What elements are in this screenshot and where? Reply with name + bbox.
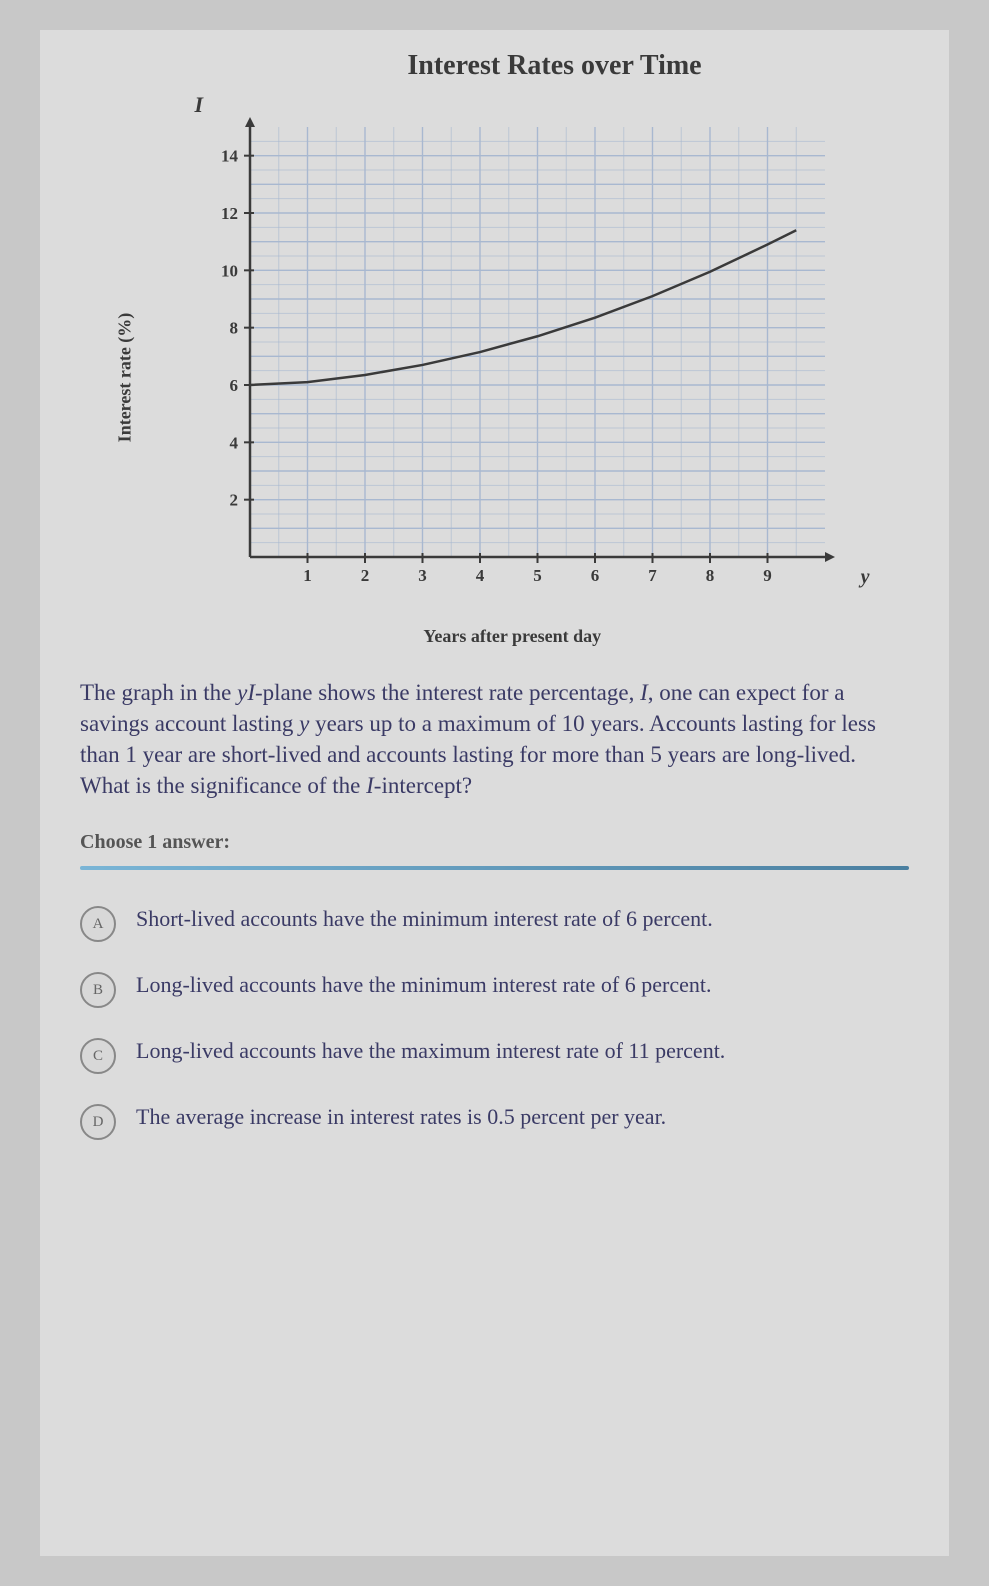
svg-text:2: 2 [229, 491, 238, 510]
answer-list: A Short-lived accounts have the minimum i… [70, 890, 919, 1154]
divider [80, 866, 909, 870]
answer-letter-icon: A [80, 906, 116, 942]
answer-choice[interactable]: D The average increase in interest rates … [70, 1088, 919, 1154]
chart-container: I Interest rate (%) y 123456789246810121… [135, 97, 855, 637]
answer-choice[interactable]: C Long-lived accounts have the maximum in… [70, 1022, 919, 1088]
answer-letter-icon: C [80, 1038, 116, 1074]
svg-text:6: 6 [229, 376, 238, 395]
x-axis-variable-label: y [861, 566, 870, 589]
answer-text: The average increase in interest rates i… [136, 1102, 909, 1132]
svg-text:7: 7 [648, 566, 657, 585]
choose-label: Choose 1 answer: [80, 831, 909, 854]
svg-text:8: 8 [229, 319, 238, 338]
svg-text:5: 5 [533, 566, 542, 585]
svg-text:9: 9 [763, 566, 772, 585]
answer-text: Long-lived accounts have the maximum int… [136, 1036, 909, 1066]
y-axis-label: Interest rate (%) [114, 313, 135, 443]
question-page: Interest Rates over Time I Interest rate… [40, 30, 949, 1556]
svg-text:1: 1 [303, 566, 312, 585]
answer-choice[interactable]: B Long-lived accounts have the minimum in… [70, 956, 919, 1022]
svg-text:8: 8 [705, 566, 714, 585]
answer-text: Long-lived accounts have the minimum int… [136, 970, 909, 1000]
chart-title: Interest Rates over Time [190, 50, 919, 82]
chart-svg: 1234567892468101214 [205, 117, 845, 607]
answer-choice[interactable]: A Short-lived accounts have the minimum i… [70, 890, 919, 956]
svg-text:12: 12 [221, 204, 238, 223]
svg-text:14: 14 [221, 147, 239, 166]
svg-text:2: 2 [360, 566, 369, 585]
answer-text: Short-lived accounts have the minimum in… [136, 904, 909, 934]
answer-letter-icon: B [80, 972, 116, 1008]
x-axis-label: Years after present day [423, 626, 601, 647]
svg-text:10: 10 [221, 261, 238, 280]
svg-text:3: 3 [418, 566, 427, 585]
svg-text:4: 4 [475, 566, 484, 585]
svg-text:6: 6 [590, 566, 599, 585]
question-text: The graph in the yI-plane shows the inte… [80, 677, 909, 801]
answer-letter-icon: D [80, 1104, 116, 1140]
y-axis-variable-label: I [195, 92, 204, 118]
svg-text:4: 4 [229, 433, 238, 452]
